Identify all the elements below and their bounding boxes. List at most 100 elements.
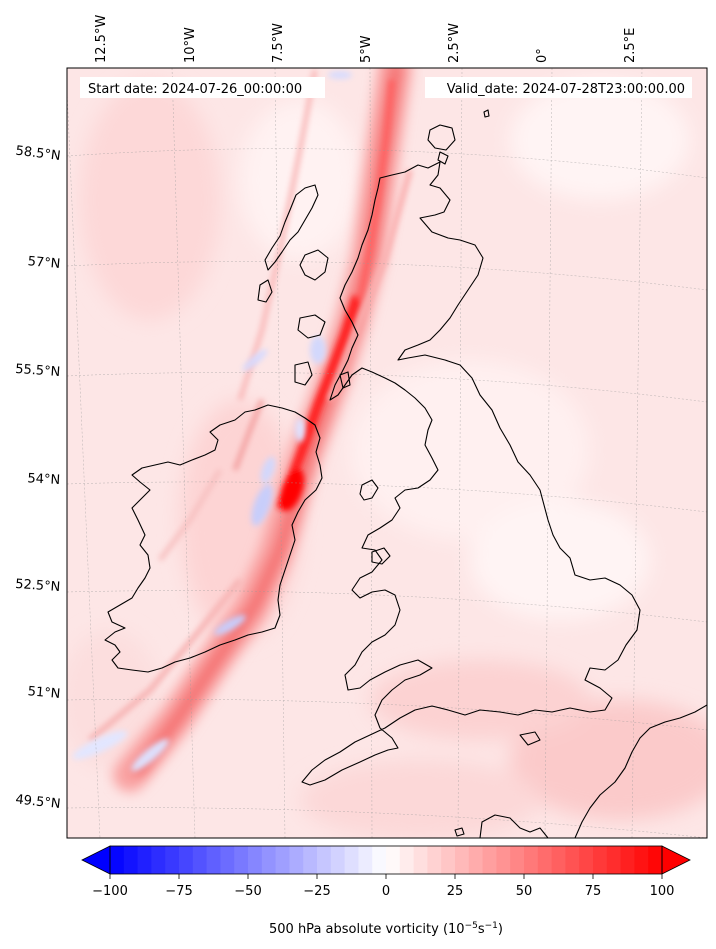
coastline-hebrides-2 [257, 279, 273, 303]
colorbar-segment [482, 846, 497, 874]
longitude-labels: 12.5°W 10°W 7.5°W 5°W 2.5°W 0° 2.5°E [94, 15, 638, 63]
colorbar-segment [386, 846, 401, 874]
lat-label-52-5n: 52.5°N [15, 577, 61, 595]
colorbar-segment [123, 846, 139, 874]
colorbar-tick-label: −75 [165, 884, 192, 899]
colorbar-segment [468, 846, 484, 874]
colorbar-segment [579, 846, 594, 874]
colorbar-segment [206, 846, 221, 874]
lat-label-58-5n: 58.5°N [15, 144, 62, 164]
colorbar-tick-label: −25 [303, 884, 330, 899]
colorbar-segment [510, 846, 525, 874]
colorbar-segment [358, 846, 373, 874]
colorbar-segment [551, 846, 566, 874]
colorbar-segment [303, 846, 318, 874]
lon-label-5w: 5°W [359, 35, 374, 63]
negative-vorticity-patches [72, 71, 352, 772]
colorbar-segment [496, 846, 511, 874]
lon-label-7-5w: 7.5°W [271, 23, 286, 63]
vorticity-core [277, 79, 395, 511]
colorbar-tick-label: 75 [585, 884, 602, 899]
colorbar-title: 500 hPa absolute vorticity (10−5s−1) [269, 921, 503, 937]
map-frame [66, 67, 708, 839]
colorbar-segment [248, 846, 263, 874]
lon-label-12-5w: 12.5°W [94, 15, 109, 63]
colorbar-segment [593, 846, 608, 874]
colorbar-segment [151, 846, 166, 874]
colorbar-ticks: −100 −75 −50 −25 0 25 50 75 100 [92, 874, 674, 899]
colorbar-segment [565, 846, 580, 874]
colorbar-title-prefix: 500 hPa absolute vorticity (10 [269, 922, 465, 937]
colorbar-title-suffix: ) [498, 922, 503, 937]
colorbar-segment [192, 846, 208, 874]
colorbar-tick-label: 100 [650, 884, 675, 899]
start-date-label: Start date: 2024-07-26_00:00:00 [88, 82, 302, 97]
colorbar-segment [165, 846, 180, 874]
valid-date-label: Valid_date: 2024-07-28T23:00:00.00 [447, 82, 685, 97]
colorbar-segment [275, 846, 290, 874]
colorbar-tick-label: 0 [382, 884, 390, 899]
vorticity-field-broad [67, 80, 707, 838]
colorbar-tick-label: 50 [516, 884, 533, 899]
colorbar-segment [289, 846, 304, 874]
colorbar: −100 −75 −50 −25 0 25 50 75 100 500 hPa absolute… [81, 845, 691, 937]
colorbar-segment [606, 846, 622, 874]
colorbar-segment [234, 846, 249, 874]
colorbar-segment [220, 846, 235, 874]
colorbar-tick-label: −50 [234, 884, 261, 899]
header-background-right [425, 77, 692, 98]
colorbar-segment [413, 846, 428, 874]
colorbar-segment [537, 846, 553, 874]
lon-label-10w: 10°W [183, 27, 198, 63]
colorbar-segment [620, 846, 635, 874]
coastline-ireland [104, 404, 323, 673]
colorbar-segment [524, 846, 539, 874]
colorbar-segment [455, 846, 470, 874]
coastline-hebrides-1 [264, 184, 319, 271]
colorbar-title-exp1: −5 [465, 921, 478, 931]
coastline-mull [297, 314, 326, 339]
header-background-left [80, 77, 325, 98]
coastlines [104, 109, 707, 838]
colorbar-segments [110, 846, 663, 874]
colorbar-segment [648, 846, 663, 874]
colorbar-tick-label: 25 [447, 884, 464, 899]
coastline-brittany [479, 814, 549, 838]
lat-label-49-5n: 49.5°N [15, 792, 61, 812]
colorbar-title-mid: s [478, 922, 485, 937]
lon-label-0: 0° [535, 48, 550, 63]
colorbar-title-exp2: −1 [485, 921, 498, 931]
latitude-labels: 58.5°N 57°N 55.5°N 54°N 52.5°N 51°N 49.5… [15, 144, 62, 812]
lon-label-2-5w: 2.5°W [447, 23, 462, 63]
map-panel: Start date: 2024-07-26_00:00:00 Valid_da… [67, 68, 707, 838]
coastline-skye [299, 249, 329, 281]
colorbar-segment [344, 846, 359, 874]
colorbar-segment [634, 846, 649, 874]
lat-label-55-5n: 55.5°N [15, 362, 61, 380]
coastline-great-britain [301, 161, 641, 786]
coastline-france [574, 704, 707, 838]
colorbar-tick-label: −100 [92, 884, 128, 899]
colorbar-segment [137, 846, 152, 874]
coastline-shetland-fragment [483, 109, 490, 118]
lat-label-57n: 57°N [27, 254, 61, 272]
lon-label-2-5e: 2.5°E [623, 28, 638, 63]
coastline-orkney-2 [437, 151, 449, 165]
colorbar-segment [110, 846, 125, 874]
lat-label-51n: 51°N [27, 684, 61, 702]
coastline-arran [339, 371, 351, 389]
coastline-anglesey [371, 547, 391, 565]
coastline-isle-of-man [359, 479, 379, 501]
coastline-orkney [427, 124, 456, 151]
colorbar-segment [372, 846, 387, 874]
coastline-channel-isles [454, 827, 465, 837]
colorbar-segment [399, 846, 415, 874]
colorbar-extend-max [661, 845, 691, 875]
colorbar-segment [441, 846, 456, 874]
vorticity-streaks [88, 69, 413, 743]
colorbar-segment [179, 846, 194, 874]
coastline-isle-of-wight [519, 731, 541, 746]
colorbar-segment [261, 846, 277, 874]
colorbar-segment [330, 846, 346, 874]
coastline-islay [294, 361, 313, 386]
